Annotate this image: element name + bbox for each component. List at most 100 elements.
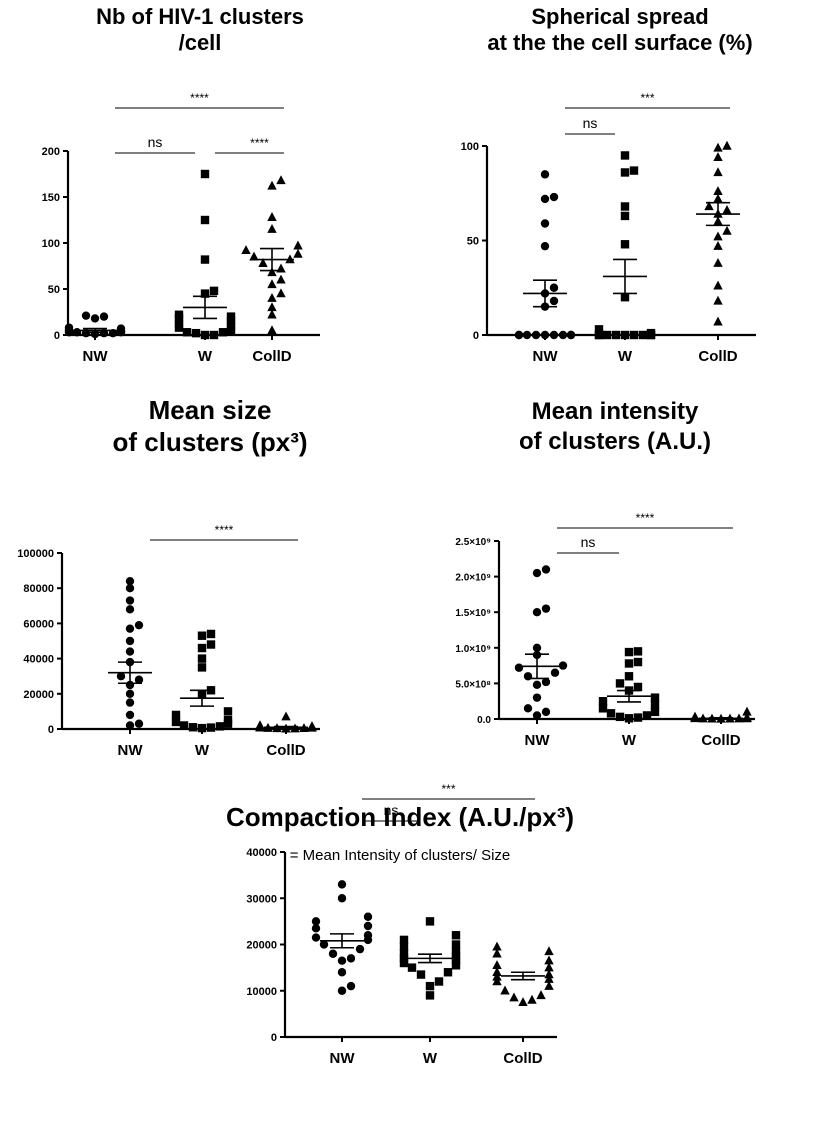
data-point — [615, 712, 625, 722]
chart-title: Nb of HIV-1 clusters /cell — [96, 4, 304, 55]
data-point — [197, 654, 207, 663]
data-point — [544, 980, 554, 990]
data-point — [267, 293, 277, 302]
significance-label: **** — [215, 523, 234, 537]
chart-title: Mean size of clusters (px³) — [112, 395, 308, 458]
y-tick-label: 100 — [461, 141, 479, 153]
data-point — [633, 682, 643, 692]
x-tick-label: W — [423, 1050, 438, 1067]
x-tick-label: NW — [118, 742, 144, 759]
data-point — [713, 152, 723, 162]
data-point — [197, 663, 207, 672]
y-tick-label: 0.0 — [477, 715, 491, 726]
data-point — [602, 330, 612, 340]
data-point — [346, 954, 356, 963]
data-point — [541, 707, 551, 717]
data-point — [722, 140, 732, 150]
data-point — [226, 326, 236, 335]
data-point — [650, 707, 660, 717]
data-point — [311, 924, 321, 933]
data-point — [544, 973, 554, 983]
x-tick-label: W — [622, 732, 637, 749]
data-point — [540, 194, 550, 204]
data-point — [527, 994, 537, 1004]
y-tick-label: 0 — [473, 330, 479, 342]
data-point — [540, 170, 550, 179]
data-point — [188, 723, 198, 732]
data-point — [611, 330, 621, 340]
chart-title: Spherical spread at the the cell surface… — [487, 4, 753, 55]
data-point — [355, 944, 365, 954]
data-point — [267, 309, 277, 319]
chart-subtitle: = Mean Intensity of clusters/ Size — [289, 847, 511, 864]
data-point — [713, 240, 723, 250]
data-point — [509, 992, 519, 1002]
data-point — [276, 274, 286, 284]
data-point — [514, 330, 524, 340]
data-point — [200, 169, 210, 179]
data-point — [399, 942, 409, 952]
data-point — [116, 324, 126, 333]
data-point — [171, 717, 181, 727]
data-point — [337, 956, 347, 965]
data-point — [544, 962, 554, 972]
data-point — [125, 576, 135, 586]
y-tick-label: 5.0×10⁸ — [455, 679, 491, 690]
data-point — [267, 212, 277, 221]
significance-label: ns — [148, 134, 163, 150]
data-point — [531, 330, 541, 340]
data-point — [540, 330, 550, 340]
data-point — [549, 330, 559, 340]
data-point — [125, 596, 135, 605]
data-point — [532, 711, 542, 720]
data-point — [267, 180, 277, 190]
data-point — [399, 949, 409, 958]
data-point — [337, 986, 347, 995]
y-tick-label: 20000 — [246, 940, 277, 952]
data-point — [620, 151, 630, 160]
significance-label: ns — [384, 802, 399, 818]
data-point — [179, 721, 189, 730]
data-point — [81, 311, 91, 320]
y-tick-label: 0 — [271, 1032, 277, 1044]
data-point — [223, 716, 233, 725]
x-tick-label: W — [195, 742, 210, 759]
data-point — [492, 967, 502, 976]
data-point — [532, 608, 542, 617]
data-point — [276, 175, 286, 185]
data-point — [293, 248, 303, 258]
data-point — [451, 940, 461, 949]
data-point — [620, 330, 630, 340]
data-point — [267, 224, 277, 233]
y-tick-label: 40000 — [246, 847, 277, 859]
data-point — [215, 722, 225, 731]
data-point — [629, 166, 639, 175]
data-point — [311, 933, 321, 942]
y-tick-label: 10000 — [246, 986, 277, 998]
data-point — [624, 714, 634, 723]
data-point — [558, 661, 568, 670]
data-point — [337, 894, 347, 903]
data-point — [191, 328, 201, 338]
data-point — [276, 288, 286, 298]
data-point — [451, 947, 461, 956]
data-point — [206, 640, 216, 649]
y-tick-label: 100 — [42, 238, 60, 250]
x-tick-label: NW — [330, 1050, 356, 1067]
data-point — [425, 991, 435, 1000]
data-point — [451, 961, 461, 970]
data-point — [492, 941, 502, 951]
significance-label: **** — [190, 91, 209, 105]
y-tick-label: 60000 — [23, 618, 54, 630]
data-point — [492, 976, 502, 986]
data-point — [200, 330, 210, 340]
data-point — [197, 643, 207, 653]
data-point — [218, 328, 228, 337]
data-point — [134, 675, 144, 684]
significance-label: **** — [636, 511, 655, 525]
data-point — [425, 917, 435, 926]
data-point — [650, 693, 660, 702]
y-tick-label: 40000 — [23, 654, 54, 666]
data-point — [541, 677, 551, 687]
data-point — [713, 295, 723, 305]
